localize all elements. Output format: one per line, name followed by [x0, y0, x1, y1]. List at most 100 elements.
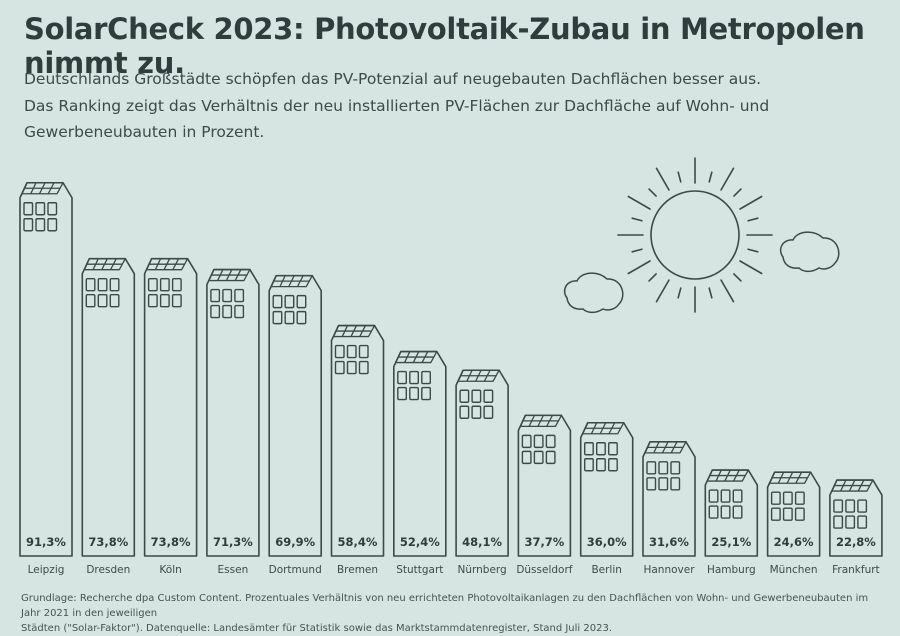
window [421, 370, 431, 385]
window [770, 507, 781, 521]
sun-ray [720, 279, 735, 303]
subtitle-line: Gewerbeneubauten in Prozent. [24, 123, 265, 141]
solar-panel-gridline [466, 369, 473, 382]
window [732, 489, 743, 503]
window [471, 405, 482, 419]
building-bar: 48,1% [455, 369, 509, 557]
sun-ray [627, 195, 651, 210]
window [732, 505, 743, 519]
window [346, 344, 357, 359]
value-label: 73,8% [88, 535, 128, 549]
solar-panel-gridline [359, 325, 367, 337]
sun-ray [720, 167, 735, 191]
solar-panel-gridline [599, 422, 607, 435]
solar-panel-gridline [848, 479, 856, 492]
sun-ray [747, 217, 759, 222]
value-label: 37,7% [524, 535, 564, 549]
category-label: Essen [218, 564, 249, 576]
window [397, 386, 407, 401]
category-label: Frankfurt [832, 564, 880, 576]
value-label: 31,6% [649, 535, 689, 549]
building-outline [455, 369, 509, 557]
solar-panel-icon [83, 258, 126, 271]
solar-panel-gridline [653, 441, 660, 454]
window [794, 491, 805, 505]
sun-ray [708, 171, 713, 183]
window [47, 202, 58, 216]
solar-panel-gridline [38, 182, 46, 195]
value-label: 71,3% [213, 535, 253, 549]
window [47, 218, 58, 232]
window [109, 294, 120, 308]
category-label: München [770, 564, 818, 576]
solar-panel-icon [332, 324, 376, 338]
window [109, 278, 120, 292]
window [35, 202, 46, 216]
window [23, 202, 34, 216]
sun-ray [631, 248, 643, 253]
solar-panel-gridline [732, 469, 740, 482]
solar-panel-gridline [724, 469, 731, 482]
building-bar: 24,6% [766, 471, 821, 557]
solar-panel-icon [145, 258, 189, 271]
solar-panel-gridline [109, 258, 117, 271]
building-bar: 36,0% [579, 421, 634, 557]
solar-panel-gridline [341, 325, 349, 337]
solar-panel-gridline [234, 269, 242, 281]
building-outline [19, 181, 73, 557]
window [296, 294, 307, 309]
window [857, 515, 868, 529]
solar-panel-icon [395, 350, 438, 364]
subtitle-line: Das Ranking zeigt das Verhältnis der neu… [24, 97, 770, 115]
solar-panel-gridline [30, 182, 37, 195]
window [471, 389, 482, 403]
sun-icon [617, 157, 773, 313]
window [533, 450, 544, 465]
value-label: 48,1% [462, 535, 502, 549]
window [658, 461, 669, 475]
building-bar: 69,9% [268, 274, 322, 557]
source-line: Grundlage: Recherche dpa Custom Content.… [21, 593, 869, 619]
category-label: Leipzig [28, 564, 65, 576]
window [284, 294, 295, 309]
cloud-icon [563, 272, 624, 314]
category-label: Berlin [591, 564, 621, 576]
solar-panel-gridline [777, 471, 785, 484]
value-label: 22,8% [836, 535, 876, 549]
window [35, 218, 46, 232]
window [147, 278, 158, 292]
window [272, 294, 283, 309]
sun-disc [650, 190, 740, 280]
sun-ray [627, 260, 651, 275]
window [222, 288, 233, 303]
window [23, 218, 34, 232]
solar-panel-gridline [47, 182, 55, 195]
source-line: Städten ("Solar-Faktor"). Datenquelle: L… [21, 623, 613, 634]
window [97, 294, 108, 308]
window [284, 310, 295, 325]
window [670, 461, 681, 475]
category-label: Hannover [643, 564, 695, 576]
category-label: Stuttgart [396, 564, 443, 576]
window [584, 442, 594, 456]
window [409, 370, 419, 385]
building-bar: 22,8% [829, 479, 883, 557]
window [720, 489, 731, 503]
solar-panel-gridline [528, 415, 535, 427]
building-bar: 37,7% [517, 414, 572, 557]
value-label: 36,0% [587, 535, 627, 549]
solar-panel-gridline [217, 269, 224, 281]
solar-panel-icon [270, 274, 313, 288]
building-outline [268, 274, 322, 557]
building-outline [81, 257, 136, 557]
solar-panel-gridline [172, 258, 180, 271]
window [521, 450, 532, 465]
category-label: Dortmund [269, 564, 322, 576]
value-label: 69,9% [275, 535, 315, 549]
window [85, 278, 96, 292]
solar-panel-gridline [546, 415, 553, 427]
solar-panel-gridline [350, 325, 358, 337]
sun-ray [733, 273, 742, 282]
solar-panel-gridline [154, 258, 162, 270]
